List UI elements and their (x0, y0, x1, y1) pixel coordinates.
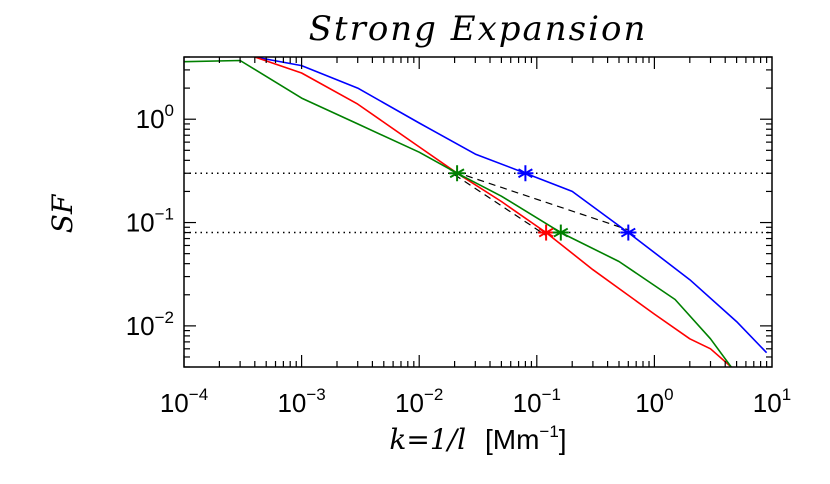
plot-frame (183, 56, 773, 368)
y-tick-label: 10−2 (126, 308, 174, 341)
y-axis-label: SF (46, 193, 79, 233)
x-tick-label: 10−2 (395, 385, 443, 418)
axis-ticks (183, 56, 772, 368)
plot-area (184, 57, 772, 367)
x-axis-label: k=1/l [Mm−1] (389, 422, 566, 456)
series-line-0 (254, 57, 768, 354)
asterisk-marker-4 (620, 224, 637, 241)
fit-line-1 (454, 174, 547, 236)
x-axis-unit: [Mm (485, 424, 539, 455)
fit-line-0 (454, 171, 629, 231)
asterisk-marker-2 (538, 224, 555, 241)
asterisk-marker-3 (552, 224, 569, 241)
x-axis-variable: k=1/l (389, 423, 466, 456)
asterisk-marker-0 (449, 165, 466, 182)
x-tick-label: 10−4 (160, 385, 208, 418)
series-line-2 (184, 59, 732, 367)
series-line-1 (254, 57, 732, 367)
y-tick-label: 100 (136, 101, 174, 134)
tick-labels: 10−4 10−3 10−2 10−1 100 101 100 10−1 10−2 (126, 101, 792, 418)
x-tick-label: 101 (753, 385, 791, 418)
chart-title: Strong Expansion (309, 9, 648, 49)
y-tick-label: 10−1 (126, 205, 174, 238)
x-tick-label: 100 (635, 385, 673, 418)
x-tick-label: 10−1 (513, 385, 561, 418)
x-tick-label: 10−3 (277, 385, 325, 418)
x-axis-unit-exponent: −1 (539, 422, 558, 441)
asterisk-marker-1 (517, 165, 534, 182)
x-axis-unit-close: ] (559, 424, 567, 455)
